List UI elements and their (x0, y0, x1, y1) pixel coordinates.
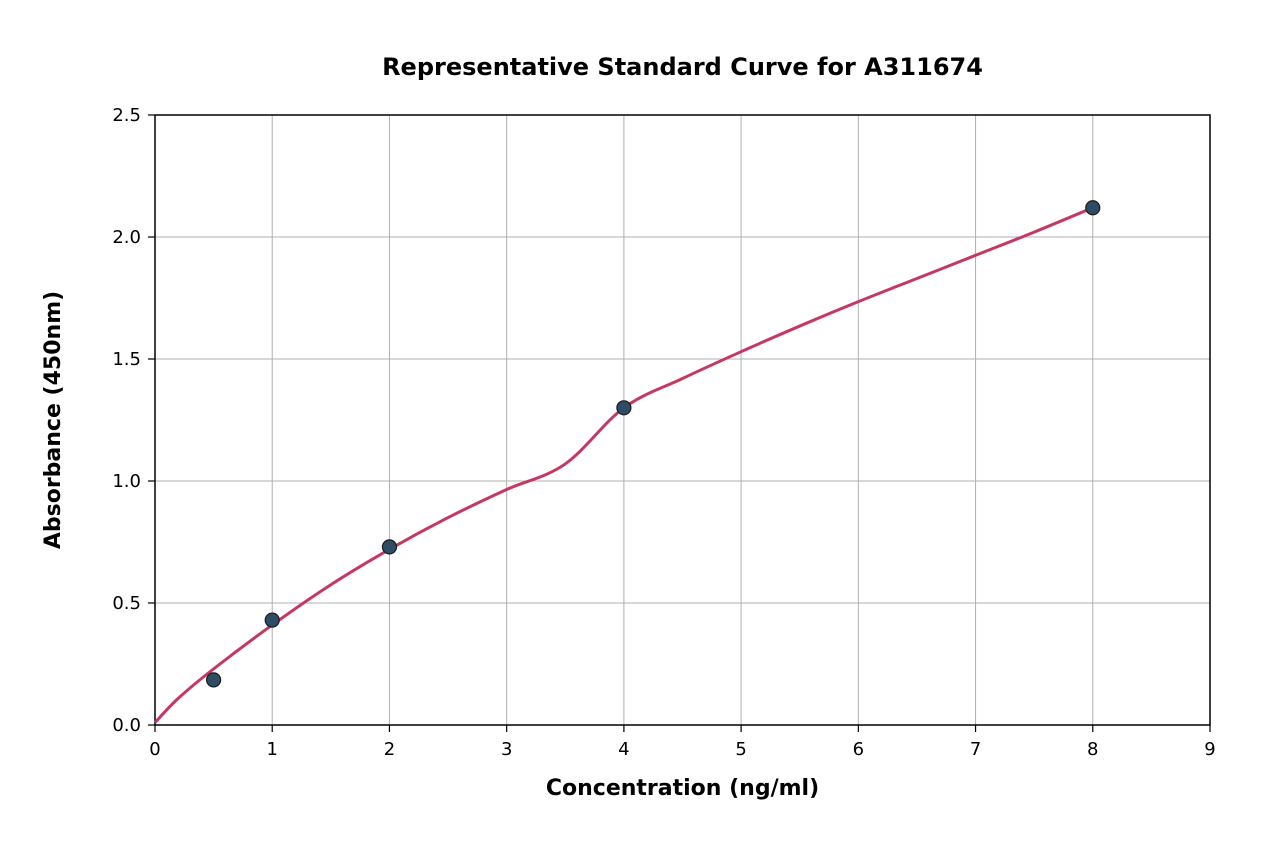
ytick-label: 0.0 (112, 715, 141, 736)
ytick-label: 1.5 (112, 349, 141, 370)
data-point (207, 673, 221, 687)
ytick-label: 2.5 (112, 105, 141, 126)
data-point (1086, 201, 1100, 215)
ytick-label: 2.0 (112, 227, 141, 248)
chart-container: 0 1 2 3 4 5 6 7 8 9 0.0 0.5 1.0 1.5 2.0 2.5 Representati… (0, 0, 1280, 845)
xtick-label: 5 (735, 739, 746, 760)
standard-curve-chart: 0 1 2 3 4 5 6 7 8 9 0.0 0.5 1.0 1.5 2.0 2.5 Representati… (0, 0, 1280, 845)
data-point (617, 401, 631, 415)
data-point (265, 613, 279, 627)
xtick-label: 3 (501, 739, 512, 760)
xtick-label: 0 (149, 739, 160, 760)
xtick-label: 6 (853, 739, 864, 760)
x-axis-label: Concentration (ng/ml) (546, 776, 819, 801)
xtick-label: 8 (1087, 739, 1098, 760)
ytick-label: 1.0 (112, 471, 141, 492)
y-axis-label: Absorbance (450nm) (41, 291, 66, 549)
xtick-label: 7 (970, 739, 981, 760)
xtick-label: 2 (384, 739, 395, 760)
xtick-label: 1 (266, 739, 277, 760)
data-point (382, 540, 396, 554)
chart-background (0, 0, 1280, 845)
chart-title: Representative Standard Curve for A31167… (382, 53, 983, 81)
ytick-label: 0.5 (112, 593, 141, 614)
xtick-label: 4 (618, 739, 629, 760)
xtick-label: 9 (1204, 739, 1215, 760)
